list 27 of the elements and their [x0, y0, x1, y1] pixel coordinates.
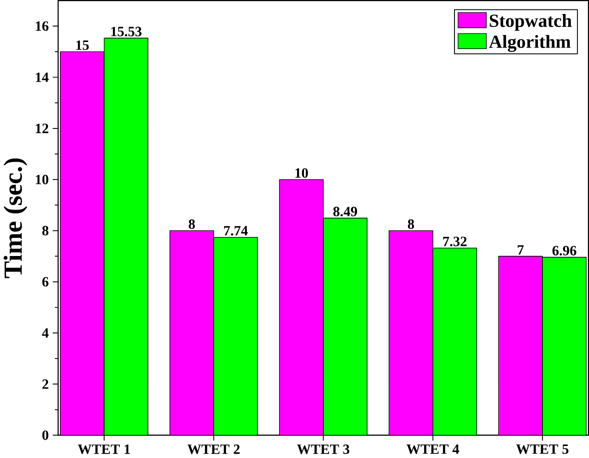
legend-label: Stopwatch [490, 14, 572, 31]
data-label: 7 [518, 245, 524, 255]
data-label: 7.32 [443, 236, 467, 246]
y-tick-label: 2 [42, 380, 48, 389]
x-tick-label: WTET 2 [187, 444, 240, 454]
y-tick-label: 6 [42, 277, 48, 287]
y-tick-label: 10 [36, 174, 48, 184]
data-label: 7.74 [224, 226, 248, 236]
y-axis-title: Time (sec.) [4, 158, 28, 278]
y-tick-label: 12 [36, 124, 48, 134]
data-label: 8.49 [333, 206, 358, 217]
data-label: 15 [76, 40, 89, 50]
x-tick-label: WTET 1 [78, 444, 130, 454]
y-tick-label: 14 [36, 72, 49, 82]
y-tick-label: 4 [42, 328, 49, 338]
x-tick-label: WTET 3 [297, 444, 350, 454]
y-tick-label: 0 [42, 430, 48, 440]
legend-label: Algorithm [489, 35, 571, 52]
x-tick-label: WTET 5 [516, 444, 568, 454]
data-label: 6.96 [552, 246, 576, 256]
x-tick-label: WTET 4 [406, 444, 460, 454]
y-tick-label: 8 [42, 226, 48, 236]
data-label: 15.53 [111, 26, 142, 37]
data-label: 8 [408, 220, 414, 230]
data-label: 8 [188, 220, 195, 230]
y-tick-label: 16 [36, 22, 48, 32]
data-label: 10 [295, 168, 308, 178]
